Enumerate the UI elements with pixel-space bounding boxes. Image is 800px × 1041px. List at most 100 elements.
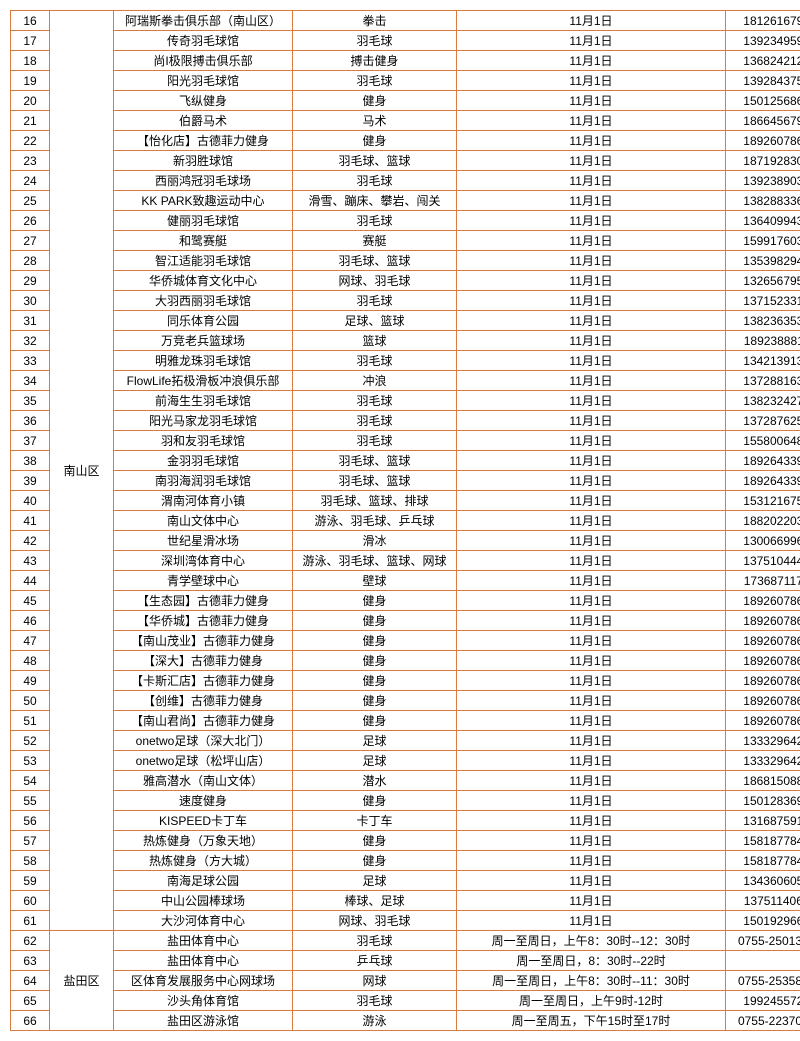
row-number: 46	[11, 611, 50, 631]
sport-cell: 冲浪	[293, 371, 457, 391]
row-number: 42	[11, 531, 50, 551]
phone-cell: 13168759150	[726, 811, 800, 831]
phone-cell: 18923888118	[726, 331, 800, 351]
table-row: 33明雅龙珠羽毛球馆羽毛球11月1日13421391363	[11, 351, 800, 371]
sport-cell: 网球	[293, 971, 457, 991]
time-cell: 11月1日	[457, 531, 726, 551]
sport-cell: 健身	[293, 591, 457, 611]
row-number: 50	[11, 691, 50, 711]
sport-cell: 健身	[293, 831, 457, 851]
venue-cell: 【深大】古德菲力健身	[114, 651, 293, 671]
row-number: 66	[11, 1011, 50, 1031]
table-row: 54雅高潜水（南山文体）潜水11月1日18681508810	[11, 771, 800, 791]
time-cell: 11月1日	[457, 411, 726, 431]
row-number: 41	[11, 511, 50, 531]
venue-cell: 盐田体育中心	[114, 951, 293, 971]
table-row: 48【深大】古德菲力健身健身11月1日18926078630	[11, 651, 800, 671]
row-number: 24	[11, 171, 50, 191]
phone-cell: 13923890315	[726, 171, 800, 191]
sport-cell: 滑冰	[293, 531, 457, 551]
venue-cell: 南羽海润羽毛球馆	[114, 471, 293, 491]
row-number: 23	[11, 151, 50, 171]
phone-cell: 13006699669	[726, 531, 800, 551]
time-cell: 11月1日	[457, 831, 726, 851]
table-row: 61大沙河体育中心网球、羽毛球11月1日15019296660	[11, 911, 800, 931]
phone-cell: 18719283077	[726, 151, 800, 171]
table-row: 45【生态园】古德菲力健身健身11月1日18926078630	[11, 591, 800, 611]
sport-cell: 羽毛球	[293, 31, 457, 51]
venue-cell: 大沙河体育中心	[114, 911, 293, 931]
table-row: 22【怡化店】古德菲力健身健身11月1日18926078630	[11, 131, 800, 151]
phone-cell: 18926078630	[726, 651, 800, 671]
table-row: 19阳光羽毛球馆羽毛球11月1日13928437544	[11, 71, 800, 91]
venue-cell: 金羽羽毛球馆	[114, 451, 293, 471]
venue-cell: 阳光马家龙羽毛球馆	[114, 411, 293, 431]
venue-cell: 区体育发展服务中心网球场	[114, 971, 293, 991]
table-row: 66盐田区游泳馆游泳周一至周五，下午15时至17时0755-22370905	[11, 1011, 800, 1031]
sport-cell: 羽毛球、篮球、排球	[293, 491, 457, 511]
time-cell: 11月1日	[457, 611, 726, 631]
row-number: 57	[11, 831, 50, 851]
sport-cell: 健身	[293, 791, 457, 811]
sport-cell: 羽毛球	[293, 391, 457, 411]
venue-cell: 伯爵马术	[114, 111, 293, 131]
region-cell: 盐田区	[50, 931, 114, 1031]
venue-cell: 西丽鸿冠羽毛球场	[114, 171, 293, 191]
phone-cell: 13728816387	[726, 371, 800, 391]
venue-cell: 【华侨城】古德菲力健身	[114, 611, 293, 631]
time-cell: 11月1日	[457, 231, 726, 251]
table-row: 26健丽羽毛球馆羽毛球11月1日13640994399	[11, 211, 800, 231]
table-row: 55速度健身健身11月1日15012836959	[11, 791, 800, 811]
sport-cell: 健身	[293, 671, 457, 691]
phone-cell: 19924557266	[726, 991, 800, 1011]
venue-cell: 阳光羽毛球馆	[114, 71, 293, 91]
sport-cell: 游泳、羽毛球、乒乓球	[293, 511, 457, 531]
time-cell: 11月1日	[457, 331, 726, 351]
sport-cell: 健身	[293, 631, 457, 651]
table-row: 37羽和友羽毛球馆羽毛球11月1日15580064803	[11, 431, 800, 451]
row-number: 33	[11, 351, 50, 371]
sport-cell: 羽毛球、篮球	[293, 471, 457, 491]
row-number: 55	[11, 791, 50, 811]
sport-cell: 健身	[293, 131, 457, 151]
row-number: 25	[11, 191, 50, 211]
phone-cell: 13823242737	[726, 391, 800, 411]
venue-cell: 青学壁球中心	[114, 571, 293, 591]
phone-cell: 13332964210	[726, 731, 800, 751]
phone-cell: 15818778433	[726, 831, 800, 851]
sport-cell: 健身	[293, 711, 457, 731]
time-cell: 11月1日	[457, 711, 726, 731]
table-row: 63盐田体育中心乒乓球周一至周日，8：30时--22时	[11, 951, 800, 971]
phone-cell: 13640994399	[726, 211, 800, 231]
table-row: 18尚I极限搏击俱乐部搏击健身11月1日13682421259	[11, 51, 800, 71]
row-number: 45	[11, 591, 50, 611]
table-row: 35前海生生羽毛球馆羽毛球11月1日13823242737	[11, 391, 800, 411]
row-number: 52	[11, 731, 50, 751]
time-cell: 11月1日	[457, 291, 726, 311]
venue-cell: 渭南河体育小镇	[114, 491, 293, 511]
row-number: 61	[11, 911, 50, 931]
table-row: 25KK PARK致趣运动中心滑雪、蹦床、攀岩、闯关11月1日138288336…	[11, 191, 800, 211]
row-number: 44	[11, 571, 50, 591]
sport-cell: 羽毛球	[293, 991, 457, 1011]
phone-cell: 18664567925	[726, 111, 800, 131]
sport-cell: 羽毛球、篮球	[293, 251, 457, 271]
table-row: 34FlowLife拓极滑板冲浪俱乐部冲浪11月1日13728816387	[11, 371, 800, 391]
row-number: 62	[11, 931, 50, 951]
row-number: 47	[11, 631, 50, 651]
time-cell: 11月1日	[457, 131, 726, 151]
sport-cell: 羽毛球	[293, 411, 457, 431]
time-cell: 11月1日	[457, 11, 726, 31]
table-row: 41南山文体中心游泳、羽毛球、乒乓球11月1日18820220303	[11, 511, 800, 531]
time-cell: 11月1日	[457, 251, 726, 271]
venue-cell: 沙头角体育馆	[114, 991, 293, 1011]
venue-cell: 南山文体中心	[114, 511, 293, 531]
sport-cell: 羽毛球	[293, 171, 457, 191]
time-cell: 11月1日	[457, 191, 726, 211]
table-row: 44青学壁球中心壁球11月1日17368711788	[11, 571, 800, 591]
phone-cell: 13751140654	[726, 891, 800, 911]
row-number: 29	[11, 271, 50, 291]
row-number: 40	[11, 491, 50, 511]
venue-cell: 飞纵健身	[114, 91, 293, 111]
sport-cell: 羽毛球	[293, 211, 457, 231]
